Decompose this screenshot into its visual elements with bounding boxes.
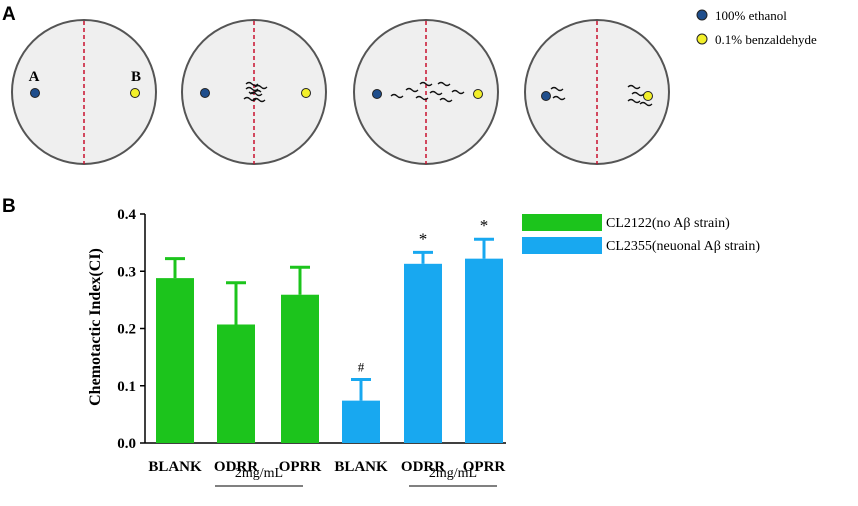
bar: [342, 400, 380, 443]
ethanol-spot: [30, 88, 40, 98]
panel-b-letter: B: [2, 196, 16, 217]
significance-marker: *: [480, 216, 489, 235]
plates-group: A B: [11, 19, 670, 165]
benzaldehyde-spot: [130, 88, 140, 98]
benzaldehyde-spot: [643, 91, 653, 101]
series-2-swatch: [522, 237, 602, 254]
x-tick-label: OPRR: [463, 459, 506, 475]
worm-groups: [550, 84, 653, 107]
ethanol-legend-label: 100% ethanol: [715, 8, 787, 23]
benzaldehyde-legend-marker: [696, 33, 708, 45]
bars: # * *: [156, 216, 503, 443]
series-legend: CL2122(no Aβ strain) CL2355(neuonal Aβ s…: [522, 214, 760, 254]
ethanol-legend-marker: [696, 9, 708, 21]
plate-3: [353, 19, 499, 165]
ethanol-spot: [541, 91, 551, 101]
benzaldehyde-spot: [301, 88, 311, 98]
bar: [404, 263, 442, 443]
series-1-label: CL2122(no Aβ strain): [606, 216, 730, 231]
bar: [156, 278, 194, 443]
y-tick-label: 0.0: [117, 436, 136, 452]
group-label-left: 2mg/mL: [235, 466, 283, 481]
spot-legend: 100% ethanol 0.1% benzaldehyde: [696, 8, 817, 47]
bar-chart: Chemotactic Index(CI) 0.0 0.1 0.2 0.3 0.4 # *…: [87, 207, 506, 487]
y-tick-label: 0.2: [117, 322, 136, 338]
x-tick-label: BLANK: [148, 459, 202, 475]
ethanol-spot: [200, 88, 210, 98]
spot-b-label: B: [131, 69, 141, 85]
y-tick-label: 0.1: [117, 379, 136, 395]
plate-1: A B: [11, 19, 157, 165]
bar: [281, 294, 319, 443]
x-tick-label: ODRR: [214, 459, 258, 475]
spot-a-label: A: [29, 69, 40, 85]
series-2-label: CL2355(neuonal Aβ strain): [606, 239, 760, 254]
panel-a-letter: A: [2, 4, 16, 25]
benzaldehyde-legend-label: 0.1% benzaldehyde: [715, 32, 817, 47]
group-label-right: 2mg/mL: [429, 466, 477, 481]
x-tick-label: OPRR: [279, 459, 322, 475]
bar: [465, 258, 503, 443]
dose-group-brackets: 2mg/mL 2mg/mL: [215, 466, 497, 487]
y-axis-label: Chemotactic Index(CI): [87, 248, 104, 406]
x-tick-labels: BLANK ODRR OPRR BLANK ODRR OPRR: [148, 459, 505, 475]
plate-4: [524, 19, 670, 165]
x-tick-label: BLANK: [334, 459, 388, 475]
benzaldehyde-spot: [473, 89, 483, 99]
series-1-swatch: [522, 214, 602, 231]
bar: [217, 324, 255, 443]
significance-marker: #: [358, 359, 365, 374]
worm-scatter: [390, 81, 465, 103]
x-tick-label: ODRR: [401, 459, 445, 475]
worm-cluster: [243, 81, 268, 103]
significance-marker: *: [419, 229, 428, 248]
y-tick-label: 0.3: [117, 264, 136, 280]
ethanol-spot: [372, 89, 382, 99]
plate-2: [181, 19, 327, 165]
y-tick-label: 0.4: [117, 207, 136, 223]
y-ticks: 0.0 0.1 0.2 0.3 0.4: [117, 207, 145, 452]
